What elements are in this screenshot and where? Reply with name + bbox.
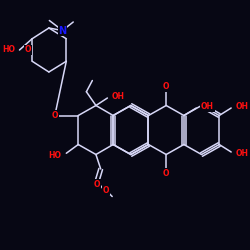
Text: O: O [52, 111, 58, 120]
Text: O: O [163, 169, 170, 178]
Text: O: O [103, 186, 109, 195]
Text: N: N [58, 26, 66, 36]
Text: OH: OH [236, 148, 248, 158]
Text: OH: OH [201, 102, 214, 112]
Text: O: O [163, 82, 170, 91]
Text: HO: HO [2, 46, 15, 54]
Text: HO: HO [48, 150, 61, 160]
Text: O: O [24, 46, 31, 54]
Text: OH: OH [236, 102, 248, 112]
Text: OH: OH [112, 92, 125, 102]
Text: O: O [94, 180, 100, 189]
